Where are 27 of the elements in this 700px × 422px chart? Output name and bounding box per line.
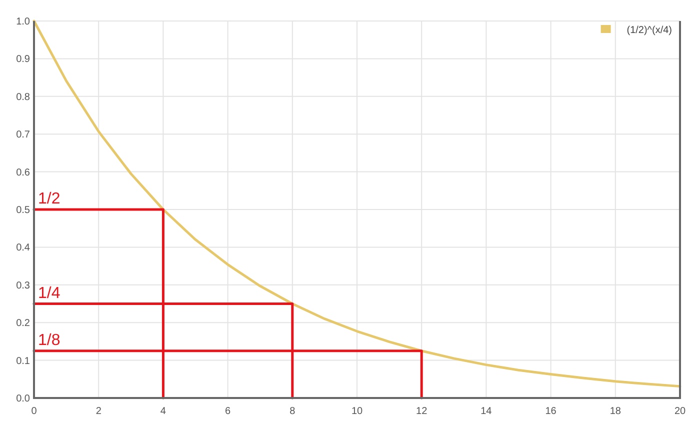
x-tick-label: 4: [160, 406, 166, 417]
x-tick-label: 6: [225, 406, 232, 417]
y-tick-label: 0.1: [16, 356, 30, 367]
annotation: 1/2: [38, 190, 60, 208]
y-tick-label: 0.9: [16, 54, 30, 66]
y-tick-label: 1.0: [16, 16, 30, 28]
x-tick-label: 14: [480, 406, 492, 417]
y-tick-label: 0.7: [16, 130, 30, 141]
line-series: [32, 20, 682, 388]
annotation: 1/4: [38, 284, 60, 302]
x-tick-label: 12: [416, 406, 428, 417]
y-tick-label: 0.2: [16, 318, 30, 330]
y-tick-label: 0.6: [16, 167, 30, 178]
x-tick-label: 10: [351, 406, 363, 417]
y-tick-label: 0.4: [16, 242, 30, 254]
legend-label: (1/2)^(x/4): [626, 25, 672, 36]
x-tick-label: 16: [545, 406, 557, 417]
y-tick-label: 0.0: [16, 394, 30, 404]
y-tick-label: 0.5: [16, 205, 30, 216]
y-tick-label: 0.8: [16, 92, 30, 103]
annotation: 1/8: [38, 332, 60, 349]
y-tick-label: 0.3: [16, 280, 30, 292]
x-tick-label: 8: [290, 406, 296, 417]
x-tick-label: 18: [610, 406, 622, 417]
x-tick-label: 2: [96, 406, 102, 417]
x-tick-label: 0: [31, 406, 38, 417]
x-tick-label: 20: [674, 406, 686, 417]
